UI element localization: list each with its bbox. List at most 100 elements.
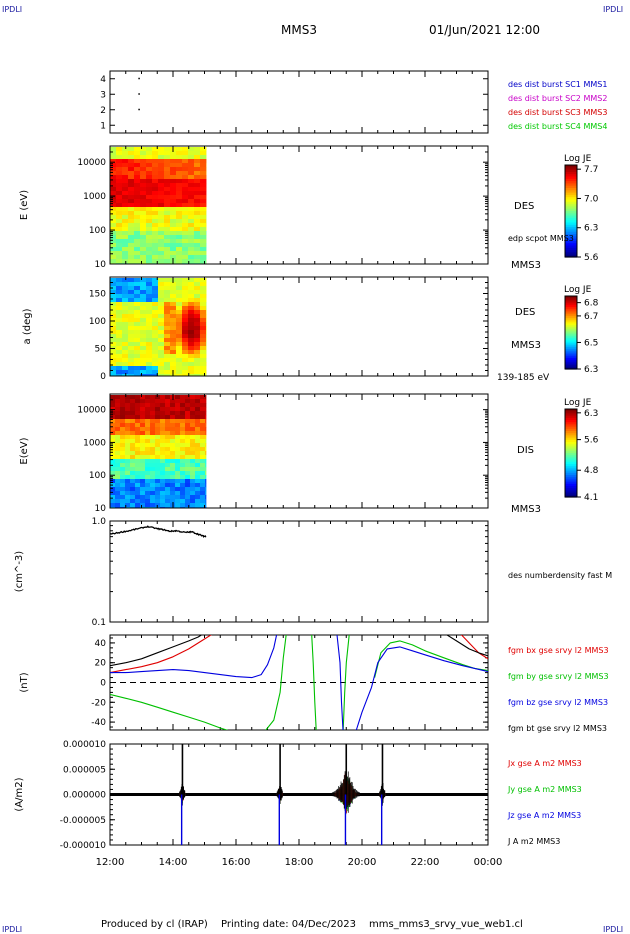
spectrogram-cell bbox=[164, 314, 171, 319]
spectrogram-cell bbox=[110, 338, 117, 343]
spectrogram-cell bbox=[185, 451, 191, 456]
colorbar-dis-energy-tick-label: 4.1 bbox=[584, 493, 598, 503]
spectrogram-cell bbox=[145, 467, 151, 472]
spectrogram-cell bbox=[188, 330, 195, 335]
colorbar-des-energy-swatch bbox=[565, 188, 577, 191]
y-tick-label: 150 bbox=[89, 290, 106, 300]
spectrogram-cell bbox=[130, 475, 136, 480]
spectrogram-cell bbox=[164, 203, 171, 208]
colorbar-pitch-swatch bbox=[565, 321, 577, 324]
spectrogram-cell bbox=[194, 187, 201, 192]
spectrogram-cell bbox=[145, 503, 151, 508]
spectrogram-cell bbox=[164, 370, 171, 375]
spectrogram-cell bbox=[120, 467, 126, 472]
spectrogram-cell bbox=[134, 330, 141, 335]
spectrogram-cell bbox=[150, 415, 156, 420]
spectrogram-cell bbox=[110, 362, 117, 367]
spectrogram-cell bbox=[205, 439, 207, 444]
colorbar-des-energy-swatch bbox=[565, 254, 577, 258]
spectrogram-cell bbox=[165, 419, 171, 424]
colorbar-des-energy-title: Log JE bbox=[564, 154, 592, 164]
colorbar-dis-energy-swatch bbox=[565, 415, 577, 419]
colorbar-pitch-swatch bbox=[565, 358, 577, 361]
colorbar-des-energy-swatch bbox=[565, 234, 577, 237]
spectrogram-cell bbox=[194, 219, 201, 224]
colorbar-pitch-swatch bbox=[565, 317, 577, 321]
spectrogram-cell bbox=[115, 403, 121, 408]
spectrogram-cell bbox=[190, 463, 196, 468]
spectrogram-cell bbox=[170, 399, 176, 404]
spectrogram-cell bbox=[140, 459, 146, 464]
spectrogram-cell bbox=[195, 503, 201, 508]
spectrogram-cell bbox=[146, 159, 153, 164]
colorbar-pitch-tick-label: 6.8 bbox=[584, 299, 599, 309]
colorbar-pitch-swatch bbox=[565, 354, 577, 357]
spectrogram-cell bbox=[115, 475, 121, 480]
spectrogram-cell bbox=[194, 207, 201, 212]
spectrogram-cell bbox=[176, 183, 183, 188]
spectrogram-cell bbox=[134, 282, 141, 287]
spectrogram-cell bbox=[128, 167, 135, 172]
spectrogram-cell bbox=[200, 479, 206, 484]
spectrogram-cell bbox=[122, 195, 129, 200]
spectrogram-cell bbox=[175, 487, 181, 492]
spectrogram-cell bbox=[122, 251, 129, 256]
spectrogram-cell bbox=[170, 475, 176, 480]
y-tick-label: 10000 bbox=[77, 406, 106, 416]
spectrogram-cell bbox=[194, 183, 201, 188]
spectrogram-cell bbox=[170, 286, 177, 291]
spectrogram-cell bbox=[194, 155, 201, 160]
spectrogram-cell bbox=[182, 342, 189, 347]
spectrogram-cell bbox=[194, 362, 201, 367]
spectrogram-cell bbox=[122, 175, 129, 180]
spectrogram-cell bbox=[140, 183, 147, 188]
spectrogram-cell bbox=[152, 147, 159, 152]
spectrogram-cell bbox=[164, 223, 171, 228]
spectrogram-cell bbox=[122, 290, 129, 295]
spectrogram-cell bbox=[110, 314, 117, 319]
colorbar-dis-energy-swatch bbox=[565, 455, 577, 458]
spectrogram-cell bbox=[125, 415, 131, 420]
spectrogram-cell bbox=[134, 223, 141, 228]
spectrogram-cell bbox=[200, 358, 207, 363]
spectrogram-cell bbox=[130, 495, 136, 500]
colorbar-dis-energy-swatch bbox=[565, 422, 577, 425]
legend-burst-sc2: des dist burst SC2 MMS2 bbox=[508, 94, 607, 103]
spectrogram-cell bbox=[160, 399, 166, 404]
spectrogram-cell bbox=[116, 294, 123, 299]
spectrogram-cell bbox=[180, 483, 186, 488]
spectrogram-cell bbox=[160, 435, 166, 440]
spectrogram-cell bbox=[122, 259, 129, 264]
spectrogram-cell bbox=[135, 403, 141, 408]
spectrogram-cell bbox=[150, 427, 156, 432]
spectrogram-cell bbox=[145, 487, 151, 492]
spectrogram-cell bbox=[116, 314, 123, 319]
spectrogram-cell bbox=[158, 298, 165, 303]
spectrogram-cell bbox=[200, 191, 207, 196]
colorbar-dis-energy-swatch bbox=[565, 411, 577, 414]
spectrogram-cell bbox=[164, 278, 171, 283]
spectrogram-cell bbox=[188, 243, 195, 248]
y-tick-label: -0.000005 bbox=[60, 816, 106, 826]
spectrogram-cell bbox=[120, 499, 126, 504]
spectrogram-cell bbox=[152, 195, 159, 200]
spectrogram-cell bbox=[190, 443, 196, 448]
spectrogram-cell bbox=[175, 443, 181, 448]
spectrogram-cell bbox=[110, 282, 117, 287]
spectrogram-cell bbox=[146, 151, 153, 156]
spectrogram-cell bbox=[134, 179, 141, 184]
spectrogram-cell bbox=[194, 366, 201, 371]
spectrogram-cell bbox=[175, 419, 181, 424]
spectrogram-cell bbox=[195, 415, 201, 420]
spectrogram-cell bbox=[185, 471, 191, 476]
spectrogram-cell bbox=[170, 159, 177, 164]
spectrogram-cell bbox=[160, 423, 166, 428]
spectrogram-cell bbox=[200, 231, 207, 236]
spectrogram-cell bbox=[164, 366, 171, 371]
legend-b-bx: fgm bx gse srvy l2 MMS3 bbox=[508, 646, 609, 655]
colorbar-dis-energy-swatch bbox=[565, 464, 577, 467]
spectrogram-cell bbox=[170, 247, 177, 252]
spectrogram-cell bbox=[158, 286, 165, 291]
spectrogram-cell bbox=[122, 358, 129, 363]
spectrogram-cell bbox=[155, 435, 161, 440]
